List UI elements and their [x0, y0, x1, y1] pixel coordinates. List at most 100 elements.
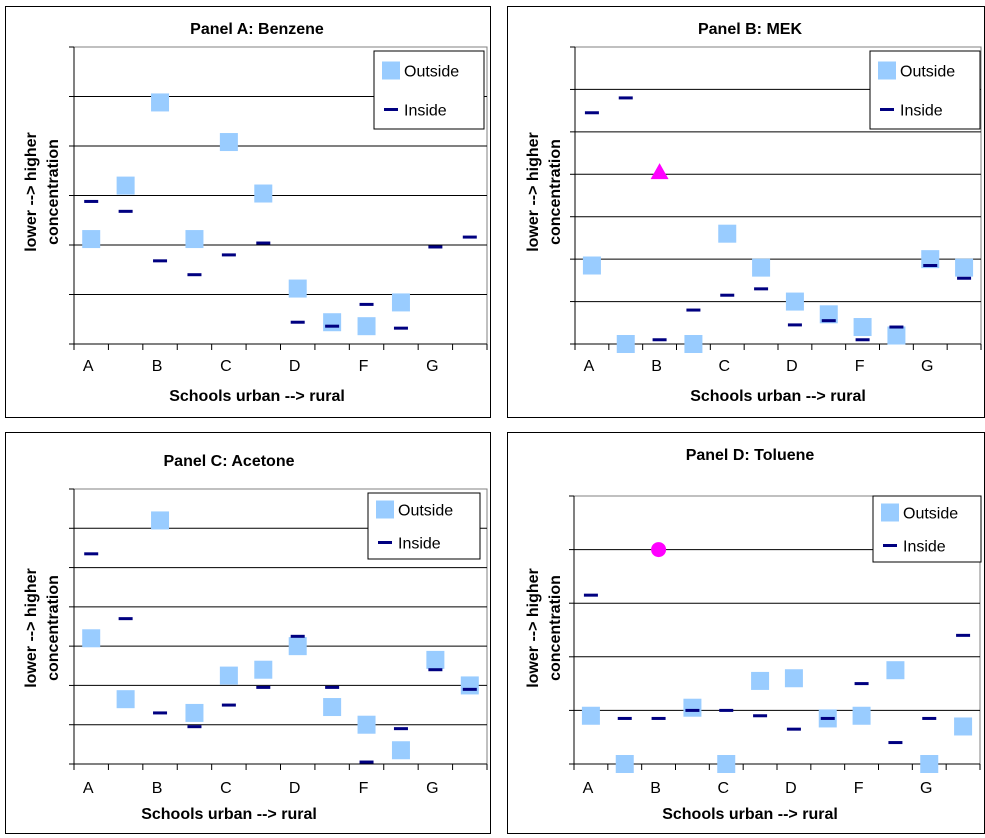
- inside-point: [720, 293, 735, 297]
- inside-point: [221, 703, 236, 707]
- legend-inside-swatch: [880, 108, 894, 111]
- inside-point: [187, 273, 202, 277]
- outside-point: [323, 313, 342, 332]
- y-axis-title-line: lower --> higher: [23, 568, 40, 688]
- outside-point: [751, 671, 770, 690]
- y-axis-title-line: concentration: [45, 139, 62, 245]
- outside-point: [887, 326, 906, 345]
- x-axis-title: Schools urban --> rural: [690, 388, 866, 405]
- y-axis-title: lower --> higher concentration: [23, 568, 62, 688]
- outside-point: [954, 717, 973, 736]
- outside-point: [116, 176, 135, 195]
- inside-point: [256, 241, 271, 245]
- chart-svg-b: Panel B: MEK A B C D F G Schools urban --> rura…: [525, 21, 982, 405]
- inside-point: [786, 727, 801, 731]
- legend-label: Outside: [398, 503, 453, 520]
- outside-point: [151, 511, 170, 530]
- inside-point: [753, 714, 768, 718]
- y-axis-title-line: concentration: [547, 575, 564, 681]
- inside-point: [618, 96, 633, 100]
- inside-point: [888, 741, 903, 745]
- inside-point: [820, 716, 835, 720]
- legend-outside-swatch: [376, 500, 394, 519]
- x-tick-label: F: [359, 358, 369, 375]
- x-tick-label: G: [920, 780, 932, 797]
- legend-outside-swatch: [878, 61, 896, 80]
- outside-point: [683, 698, 702, 717]
- highlight-triangle-point: [650, 163, 669, 180]
- inside-point: [256, 685, 271, 689]
- x-tick-label: D: [289, 358, 301, 375]
- inside-point: [325, 324, 340, 328]
- inside-point: [855, 338, 870, 342]
- x-tick-label: B: [152, 780, 163, 797]
- inside-point: [956, 633, 971, 637]
- inside-point: [359, 302, 374, 306]
- outside-point: [219, 133, 238, 152]
- outside-point: [819, 305, 838, 324]
- y-axis-title: lower --> higher concentration: [525, 132, 564, 252]
- x-tick-label: C: [220, 358, 232, 375]
- chart-panel-d: Panel D: Toluene A B C D F G Schools urban --> …: [507, 432, 985, 834]
- legend-label: Outside: [900, 64, 955, 81]
- inside-point: [584, 111, 599, 115]
- inside-point: [393, 326, 408, 330]
- legend-label: Inside: [404, 103, 447, 120]
- x-tick-label: G: [921, 358, 933, 375]
- y-axis-title: lower --> higher concentration: [525, 568, 564, 688]
- inside-point: [118, 209, 133, 213]
- x-tick-label: F: [854, 780, 864, 797]
- outside-point: [684, 335, 703, 353]
- chart-svg-d: Panel D: Toluene A B C D F G Schools urban --> …: [525, 447, 982, 823]
- x-axis-title: Schools urban --> rural: [141, 806, 317, 823]
- inside-point: [583, 593, 598, 597]
- chart-svg-c: Panel C: Acetone A B C D F G Schools urban --> …: [23, 453, 488, 823]
- outside-point: [185, 703, 204, 722]
- inside-point: [787, 323, 802, 327]
- outside-point: [288, 279, 307, 298]
- outside-point: [323, 698, 342, 717]
- outside-point: [288, 637, 307, 656]
- chart-title: Panel C: Acetone: [164, 453, 295, 470]
- outside-point: [151, 93, 170, 112]
- inside-point: [923, 264, 938, 268]
- x-axis-title: Schools urban --> rural: [662, 806, 838, 823]
- inside-point: [719, 708, 734, 712]
- inside-point: [462, 687, 477, 691]
- inside-point: [221, 253, 236, 257]
- outside-point: [82, 230, 101, 249]
- inside-point: [889, 325, 904, 329]
- inside-point: [686, 308, 701, 312]
- inside-point: [754, 287, 769, 291]
- legend-label: Inside: [900, 103, 943, 120]
- x-tick-label: A: [83, 780, 94, 797]
- outside-point: [82, 629, 101, 648]
- legend-label: Outside: [903, 506, 958, 523]
- outside-point: [886, 661, 905, 680]
- inside-point: [359, 760, 374, 764]
- inside-point: [957, 276, 972, 280]
- inside-point: [84, 552, 99, 556]
- legend-outside-swatch: [881, 503, 899, 522]
- inside-point: [393, 727, 408, 731]
- legend-label: Inside: [398, 536, 441, 553]
- y-axis-title-line: lower --> higher: [525, 132, 542, 252]
- inside-point: [84, 199, 99, 203]
- inside-point: [685, 708, 700, 712]
- x-tick-label: G: [426, 358, 438, 375]
- legend-inside-swatch: [883, 544, 897, 547]
- legend: Outside Inside: [869, 50, 981, 130]
- inside-point: [854, 682, 869, 686]
- x-tick-label: B: [650, 780, 661, 797]
- outside-point: [784, 669, 803, 688]
- x-tick-label: B: [152, 358, 163, 375]
- outside-point: [852, 706, 871, 725]
- x-tick-label: F: [855, 358, 865, 375]
- outside-point: [116, 690, 135, 709]
- outside-point: [581, 706, 600, 725]
- x-tick-label: C: [220, 780, 232, 797]
- outside-point: [254, 660, 273, 679]
- x-tick-label: A: [583, 780, 594, 797]
- chart-title: Panel D: Toluene: [686, 447, 815, 464]
- inside-point: [118, 617, 133, 621]
